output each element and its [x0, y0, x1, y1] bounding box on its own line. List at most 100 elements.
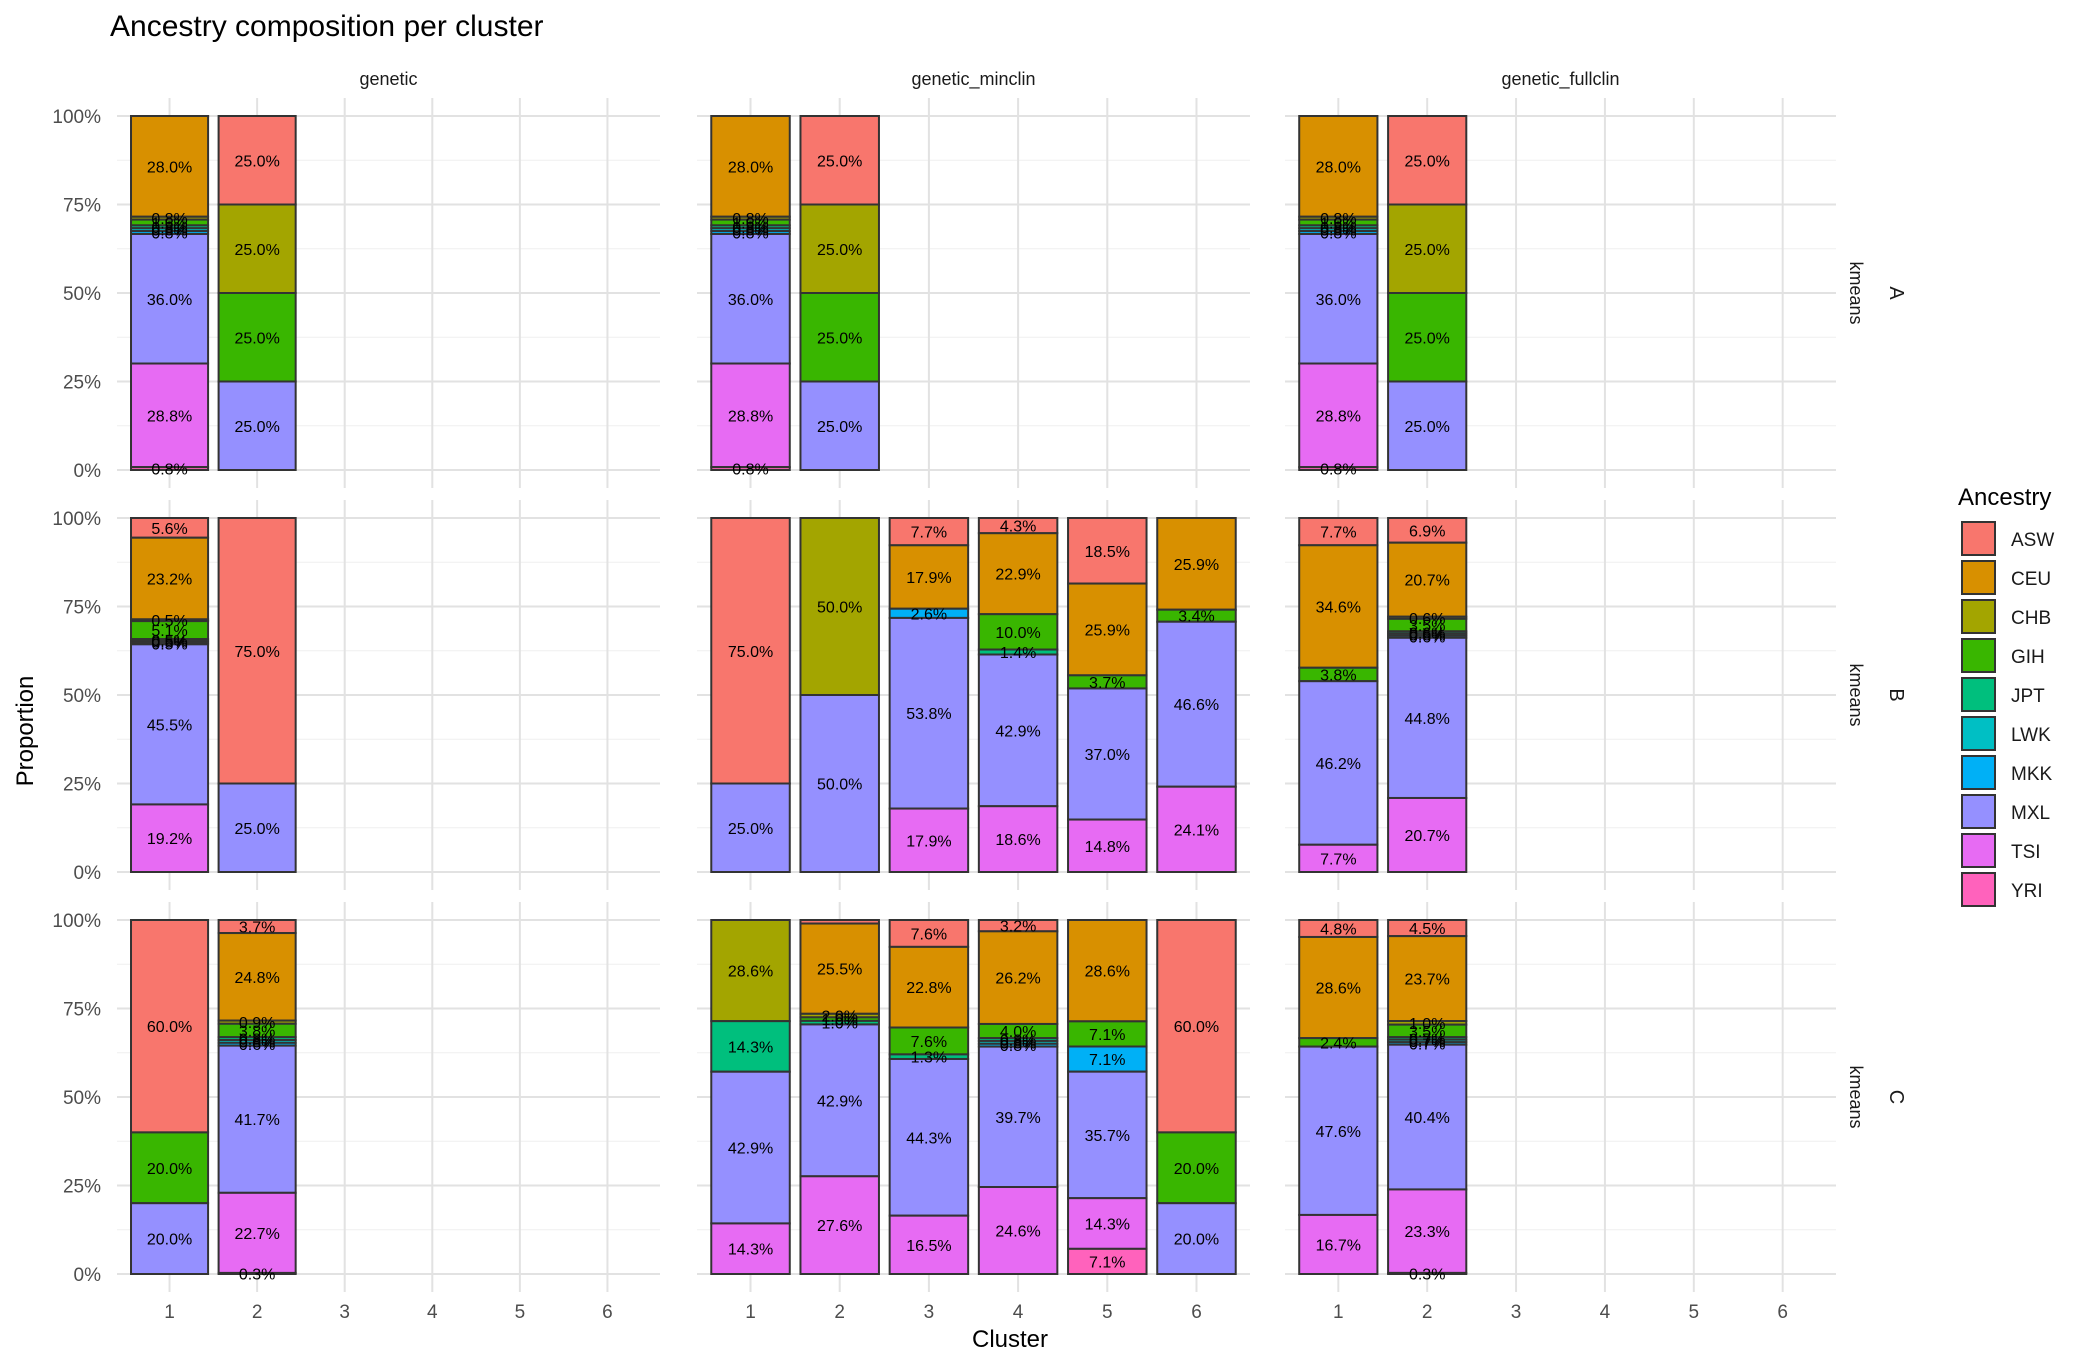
bar-cluster-1: 28.6% 14.3% 42.9% 14.3%: [710, 919, 791, 1276]
data-label: 3.8%: [239, 1023, 275, 1040]
bar-segment-CEU: [799, 922, 880, 1015]
data-label: 20.0%: [1174, 1161, 1219, 1178]
bar-segment-TSI: [977, 1186, 1059, 1276]
data-label: 0.8%: [1320, 220, 1356, 237]
panel-B-genetic: 0%25%50%75%100% 5.6%23.2%0.5%5.1%0.5%0.5%…: [52, 500, 660, 890]
y-tick-label: 0%: [74, 1265, 102, 1286]
data-label: 28.6%: [728, 964, 773, 981]
data-label: 7.7%: [1320, 525, 1356, 542]
legend-item-CEU: CEU: [1961, 560, 2051, 595]
x-tick-label: 2: [1422, 1302, 1433, 1323]
bar-segment-CHB: [710, 919, 791, 1023]
data-label: 35.7%: [1085, 1128, 1130, 1145]
bar-cluster-3: 7.6%22.8%7.6%1.3%44.3%16.5%: [888, 919, 970, 1275]
bar-segment-CEU: [1387, 935, 1468, 1023]
bar-segment-CHB: [217, 203, 297, 294]
data-label: 10.0%: [995, 625, 1040, 642]
data-label: 25.5%: [817, 962, 862, 979]
data-label: 0.8%: [151, 223, 187, 240]
data-label: 36.0%: [147, 292, 192, 309]
bar-segment-MXL: [1067, 687, 1148, 821]
data-label: 1.3%: [911, 1050, 947, 1067]
data-label: 60.0%: [1174, 1019, 1219, 1036]
bar-segment-MXL: [1156, 1202, 1237, 1275]
bar-segment-CEU: [710, 115, 791, 218]
data-label: 0.8%: [1320, 226, 1356, 243]
data-label: 17.9%: [906, 570, 951, 587]
data-label: 0.6%: [239, 1037, 275, 1054]
legend-item-ASW: ASW: [1961, 521, 2054, 556]
bar-segment-TSI: [977, 805, 1059, 874]
data-label: 22.7%: [234, 1226, 279, 1243]
data-label: 28.0%: [728, 159, 773, 176]
data-label: 25.0%: [234, 330, 279, 347]
data-label: 14.3%: [728, 1039, 773, 1056]
data-label: 4.0%: [1000, 1024, 1036, 1041]
row-strip-B: B: [1885, 688, 1907, 701]
bar-segment-TSI: [1298, 843, 1379, 874]
bar-segment-MXL: [217, 782, 297, 873]
data-label: 18.5%: [1085, 544, 1130, 561]
data-label: 39.7%: [995, 1110, 1040, 1127]
data-label: 28.0%: [1316, 159, 1361, 176]
data-label: 25.0%: [234, 153, 279, 170]
bar-segment-TSI: [217, 1191, 297, 1274]
data-label: 0.5%: [151, 635, 187, 652]
row-strip-label: kmeans: [1846, 261, 1866, 324]
legend-item-CHB: CHB: [1961, 599, 2051, 634]
panel-C-genetic_minclin: 1 2 3 4 5 628.6%14.3%42.9%14.3%25.5%2.0%1.0%1…: [697, 902, 1250, 1323]
legend-item-LWK: LWK: [1961, 716, 2051, 751]
data-label: 41.7%: [234, 1112, 279, 1129]
x-tick-label: 6: [1191, 1302, 1202, 1323]
data-label: 0.7%: [1409, 1034, 1445, 1051]
y-tick-label: 50%: [63, 1088, 101, 1109]
data-label: 0.8%: [151, 462, 187, 479]
y-tick-label: 75%: [63, 598, 101, 619]
data-label: 23.3%: [1405, 1224, 1450, 1241]
bar-segment-TSI: [1387, 796, 1468, 873]
facet-strip-genetic: genetic: [359, 69, 417, 89]
data-label: 7.7%: [911, 525, 947, 542]
data-label: 4.3%: [1000, 519, 1036, 536]
bar-segment-YRI: [1387, 1271, 1468, 1275]
data-label: 0.8%: [1000, 1038, 1036, 1055]
data-label: 28.8%: [728, 408, 773, 425]
data-label: 25.0%: [1405, 419, 1450, 436]
bar-segment-CEU: [1387, 541, 1468, 618]
data-label: 0.8%: [1320, 223, 1356, 240]
bar-segment-JPT: [710, 1020, 791, 1073]
bar-segment-CEU: [1156, 517, 1237, 611]
bar-segment-CEU: [130, 536, 210, 621]
x-tick-label: 3: [924, 1302, 935, 1323]
x-tick-label: 5: [1689, 1302, 1700, 1323]
row-strip-A: A: [1885, 286, 1907, 300]
data-label: 3.2%: [1000, 919, 1036, 936]
bar-segment-ASW: [130, 919, 210, 1134]
data-label: 42.9%: [995, 723, 1040, 740]
data-label: 1.6%: [151, 215, 187, 232]
bar-segment-MXL: [217, 380, 297, 471]
y-tick-label: 100%: [52, 107, 101, 128]
data-label: 0.3%: [239, 1266, 275, 1283]
bar-cluster-1: 28.0%0.8%1.6%0.8%0.8%0.8%36.0%28.8%0.8%: [1298, 115, 1379, 479]
x-tick-label: 5: [1102, 1302, 1113, 1323]
bar-cluster-1: 28.0%0.8%1.6%0.8%0.8%0.8%36.0%28.8%0.8%: [710, 115, 791, 479]
legend-label: CEU: [2011, 569, 2051, 590]
bar-segment-CHB: [799, 517, 880, 696]
panel-B-genetic_fullclin: 7.7% 34.6% 3.8% 46.2% 7.7% 6.9% 20.7% 0.6%3.5%0…: [1285, 500, 1836, 890]
bar-cluster-5: 28.6% 7.1% 7.1% 35.7% 14.3% 7.1%: [1067, 919, 1148, 1275]
row-strip-label: kmeans: [1846, 663, 1866, 726]
bar-segment-TSI: [1298, 1213, 1379, 1275]
data-label: 17.9%: [906, 833, 951, 850]
bar-segment-GIH: [130, 1131, 210, 1205]
y-tick-label: 100%: [52, 509, 101, 530]
bar-cluster-4: 3.2%26.2%4.0%0.8%0.8%0.8%39.7%24.6%: [977, 919, 1059, 1276]
legend-label: ASW: [2011, 530, 2054, 551]
bar-segment-YRI: [130, 466, 210, 471]
legend-key-LWK: [1961, 716, 1996, 751]
data-label: 45.5%: [147, 717, 192, 734]
bar-segment-MXL: [1387, 636, 1468, 799]
data-label: 1.0%: [1409, 1016, 1445, 1033]
data-label: 50.0%: [817, 600, 862, 617]
data-label: 60.0%: [147, 1019, 192, 1036]
